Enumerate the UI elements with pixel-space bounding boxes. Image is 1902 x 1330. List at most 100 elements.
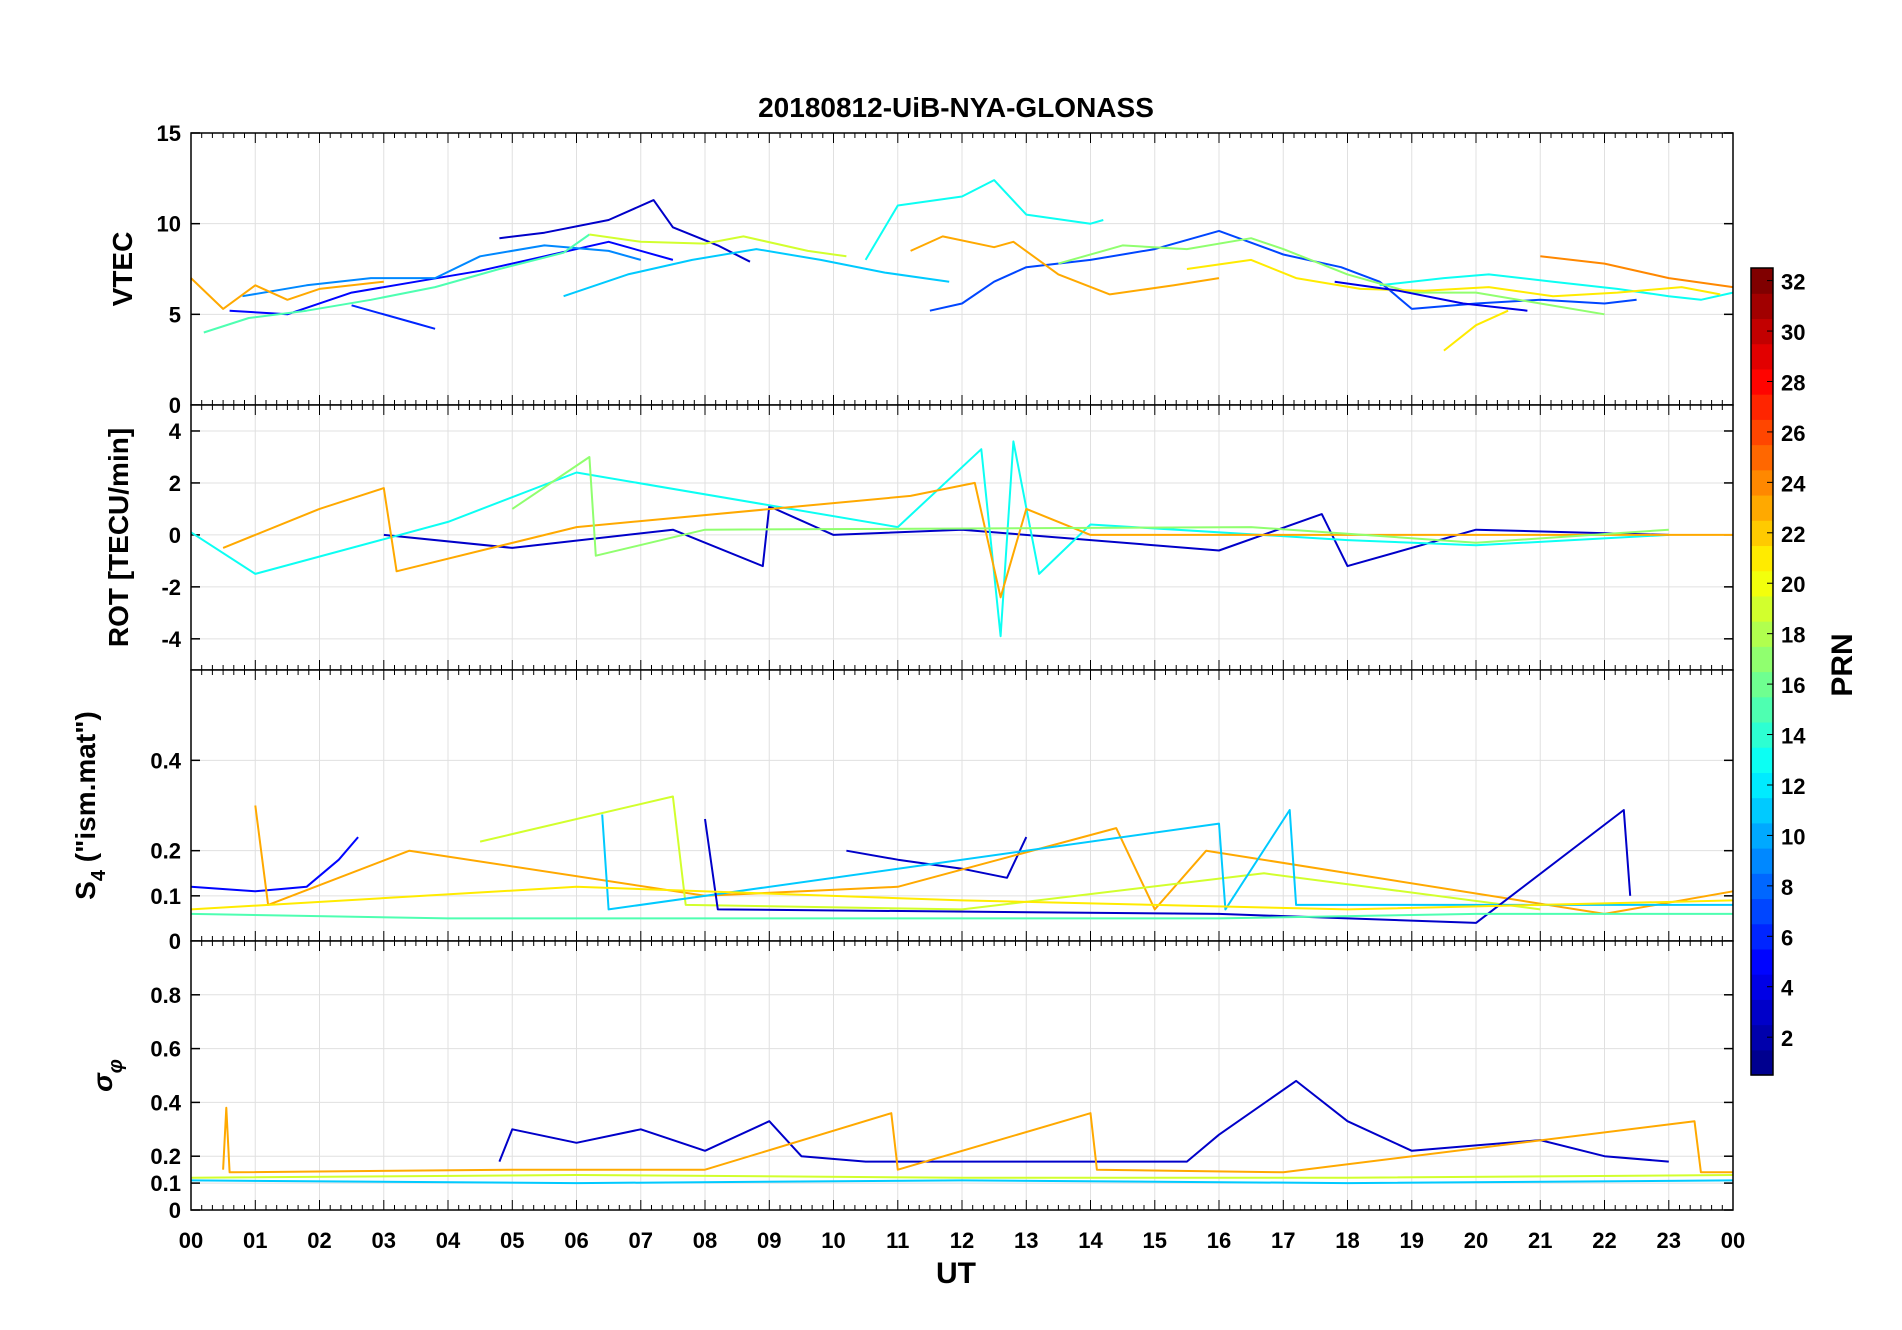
- y-tick-label: 0.1: [150, 884, 181, 909]
- colorbar-segment: [1751, 293, 1773, 320]
- colorbar-tick-label: 12: [1781, 774, 1805, 799]
- y-tick-label: 0: [169, 1198, 181, 1223]
- colorbar-tick-label: 14: [1781, 724, 1806, 749]
- x-tick-label: 22: [1592, 1228, 1616, 1253]
- colorbar-tick-label: 4: [1781, 976, 1794, 1001]
- colorbar-segment: [1751, 368, 1773, 395]
- x-tick-label: 16: [1207, 1228, 1231, 1253]
- y-tick-label: 5: [169, 302, 181, 327]
- x-tick-label: 00: [1721, 1228, 1745, 1253]
- y-tick-label: 0: [169, 929, 181, 954]
- colorbar-segment: [1751, 1049, 1773, 1076]
- colorbar-tick-label: 32: [1781, 270, 1805, 295]
- colorbar-tick-label: 26: [1781, 421, 1805, 446]
- colorbar-tick-label: 30: [1781, 320, 1805, 345]
- x-tick-label: 01: [243, 1228, 267, 1253]
- colorbar-segment: [1751, 948, 1773, 975]
- colorbar-segment: [1751, 898, 1773, 925]
- colorbar-tick-label: 8: [1781, 875, 1793, 900]
- panel-vtec: 0 5 10 15 VTEC: [107, 121, 1734, 418]
- colorbar-segment: [1751, 621, 1773, 647]
- x-tick-label: 11: [886, 1228, 909, 1253]
- series-line-prn-21: [1443, 309, 1509, 352]
- x-tick-label: 21: [1528, 1228, 1552, 1253]
- series-line-prn-15: [190, 912, 1733, 920]
- x-tick-label: 09: [757, 1228, 781, 1253]
- y-tick-label: 0.6: [150, 1037, 181, 1062]
- colorbar-segment: [1751, 343, 1773, 370]
- series-line-prn-21: [1186, 258, 1721, 298]
- x-tick-label: 03: [372, 1228, 396, 1253]
- y-axis-label: VTEC: [107, 232, 138, 307]
- colorbar-tick-label: 24: [1781, 471, 1806, 496]
- series-line-prn-19: [479, 795, 1541, 911]
- colorbar-segment: [1751, 721, 1773, 748]
- series-line-prn-5: [229, 240, 674, 316]
- colorbar-tick-label: 18: [1781, 623, 1805, 648]
- colorbar-segment: [1751, 318, 1773, 345]
- series-line-prn-7: [929, 229, 1637, 312]
- x-tick-label: 10: [821, 1228, 845, 1253]
- x-tick-label: 23: [1657, 1228, 1681, 1253]
- series-line-prn-17: [511, 456, 1669, 557]
- series-line-prn-3: [499, 199, 751, 263]
- series-line-prn-23: [222, 481, 1733, 599]
- series-line-prn-23: [910, 235, 1220, 296]
- x-tick-label: 07: [629, 1228, 653, 1253]
- colorbar-segment: [1751, 1024, 1773, 1051]
- x-tick-label: 02: [307, 1228, 331, 1253]
- colorbar-tick-label: 16: [1781, 673, 1805, 698]
- colorbar-segment: [1751, 394, 1773, 420]
- series-line-prn-3: [704, 809, 1632, 924]
- colorbar-segment: [1751, 444, 1773, 471]
- y-axis-label: ROT [TECU/min]: [103, 428, 134, 647]
- colorbar-segment: [1751, 772, 1773, 799]
- colorbar-tick-label: 22: [1781, 522, 1805, 547]
- series-line-prn-6: [351, 304, 436, 330]
- y-tick-label: 0.8: [150, 983, 181, 1008]
- chart-title: 20180812-UiB-NYA-GLONASS: [758, 92, 1154, 123]
- colorbar-segment: [1751, 268, 1773, 294]
- x-tick-label: 08: [693, 1228, 717, 1253]
- x-tick-label: 13: [1014, 1228, 1038, 1253]
- colorbar-segment: [1751, 671, 1773, 698]
- x-tick-label: 00: [179, 1228, 203, 1253]
- x-tick-label: 05: [500, 1228, 524, 1253]
- x-tick-label: 19: [1400, 1228, 1424, 1253]
- y-tick-label: 0: [169, 393, 181, 418]
- colorbar-segment: [1751, 696, 1773, 723]
- colorbar-segment: [1751, 469, 1773, 496]
- x-tick-label: 15: [1143, 1228, 1167, 1253]
- series-line-prn-11: [190, 1179, 1734, 1185]
- y-tick-label: -4: [161, 627, 181, 652]
- colorbar-segment: [1751, 570, 1773, 597]
- series-line-prn-23: [222, 1106, 1733, 1174]
- panel-sigma-phi: 00.10.2 0.4 0.6 0.8 σφ: [87, 940, 1734, 1223]
- colorbar-segment: [1751, 974, 1773, 1000]
- series-line-prn-21: [190, 885, 1734, 911]
- x-tick-label: 20: [1464, 1228, 1488, 1253]
- colorbar-segment: [1751, 595, 1773, 622]
- x-tick-label: 12: [950, 1228, 974, 1253]
- series-line-prn-13: [190, 440, 1669, 638]
- y-tick-label: 0.2: [150, 839, 181, 864]
- colorbar-segment: [1751, 848, 1773, 874]
- x-tick-label: 14: [1078, 1228, 1103, 1253]
- series-line-prn-13: [1379, 273, 1734, 301]
- series-line-prn-3: [383, 505, 1669, 568]
- series-line-prn-19: [589, 233, 847, 258]
- panel-rot: -4 -2 0 2 4 ROT [TECU/min]: [103, 404, 1734, 671]
- series-line-prn-13: [864, 179, 1104, 261]
- colorbar-segment: [1751, 999, 1773, 1026]
- x-tick-label: 06: [564, 1228, 588, 1253]
- colorbar-segment: [1751, 923, 1773, 950]
- y-tick-label: 0.4: [150, 1090, 181, 1115]
- series-line-prn-5: [190, 836, 359, 893]
- series-line-prn-23: [190, 277, 384, 310]
- y-axis-label: S4 ("ism.mat"): [70, 711, 110, 900]
- panel-s4: 0 0.1 0.2 0.4 S4 ("ism.mat"): [70, 669, 1734, 954]
- colorbar-tick-label: 28: [1781, 370, 1805, 395]
- series-line-prn-3: [498, 1079, 1669, 1163]
- colorbar-segment: [1751, 797, 1773, 824]
